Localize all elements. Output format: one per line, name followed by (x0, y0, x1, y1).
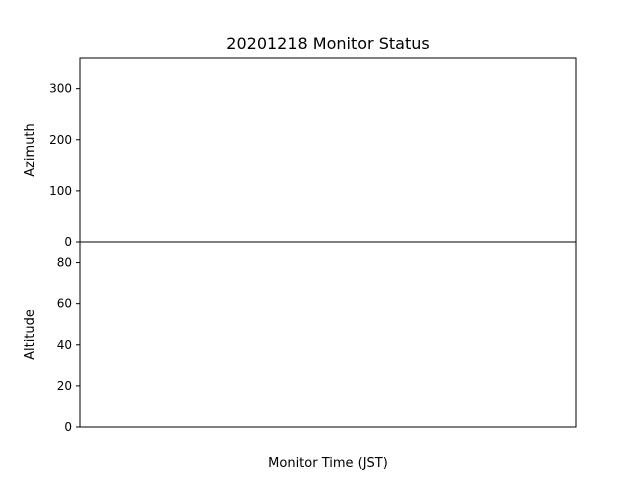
panel-azimuth: 0 100 200 300 Azimuth (23, 57, 577, 249)
x-axis-label: Monitor Time (JST) (268, 456, 388, 471)
chart-title: 20201218 Monitor Status (226, 34, 429, 53)
y-tick-label: 300 (49, 82, 72, 96)
y-axis-label: Altitude (23, 309, 38, 360)
y-tick-label: 20 (57, 379, 72, 393)
y-tick-label: 0 (64, 235, 72, 249)
chart-panels: 0100200300Azimuth020406080Altitude17:401… (23, 57, 577, 434)
plot-frame (79, 57, 577, 243)
y-tick-label: 40 (57, 338, 72, 352)
y-tick-label: 200 (49, 133, 72, 147)
y-tick-label: 60 (57, 297, 72, 311)
y-axis-label: Azimuth (23, 123, 38, 177)
plot-frame (79, 241, 577, 428)
y-tick-label: 0 (64, 420, 72, 434)
panel-altitude: 0 20 40 60 80 Altitude (23, 241, 577, 434)
y-tick-label: 80 (57, 256, 72, 270)
y-tick-label: 100 (49, 184, 72, 198)
